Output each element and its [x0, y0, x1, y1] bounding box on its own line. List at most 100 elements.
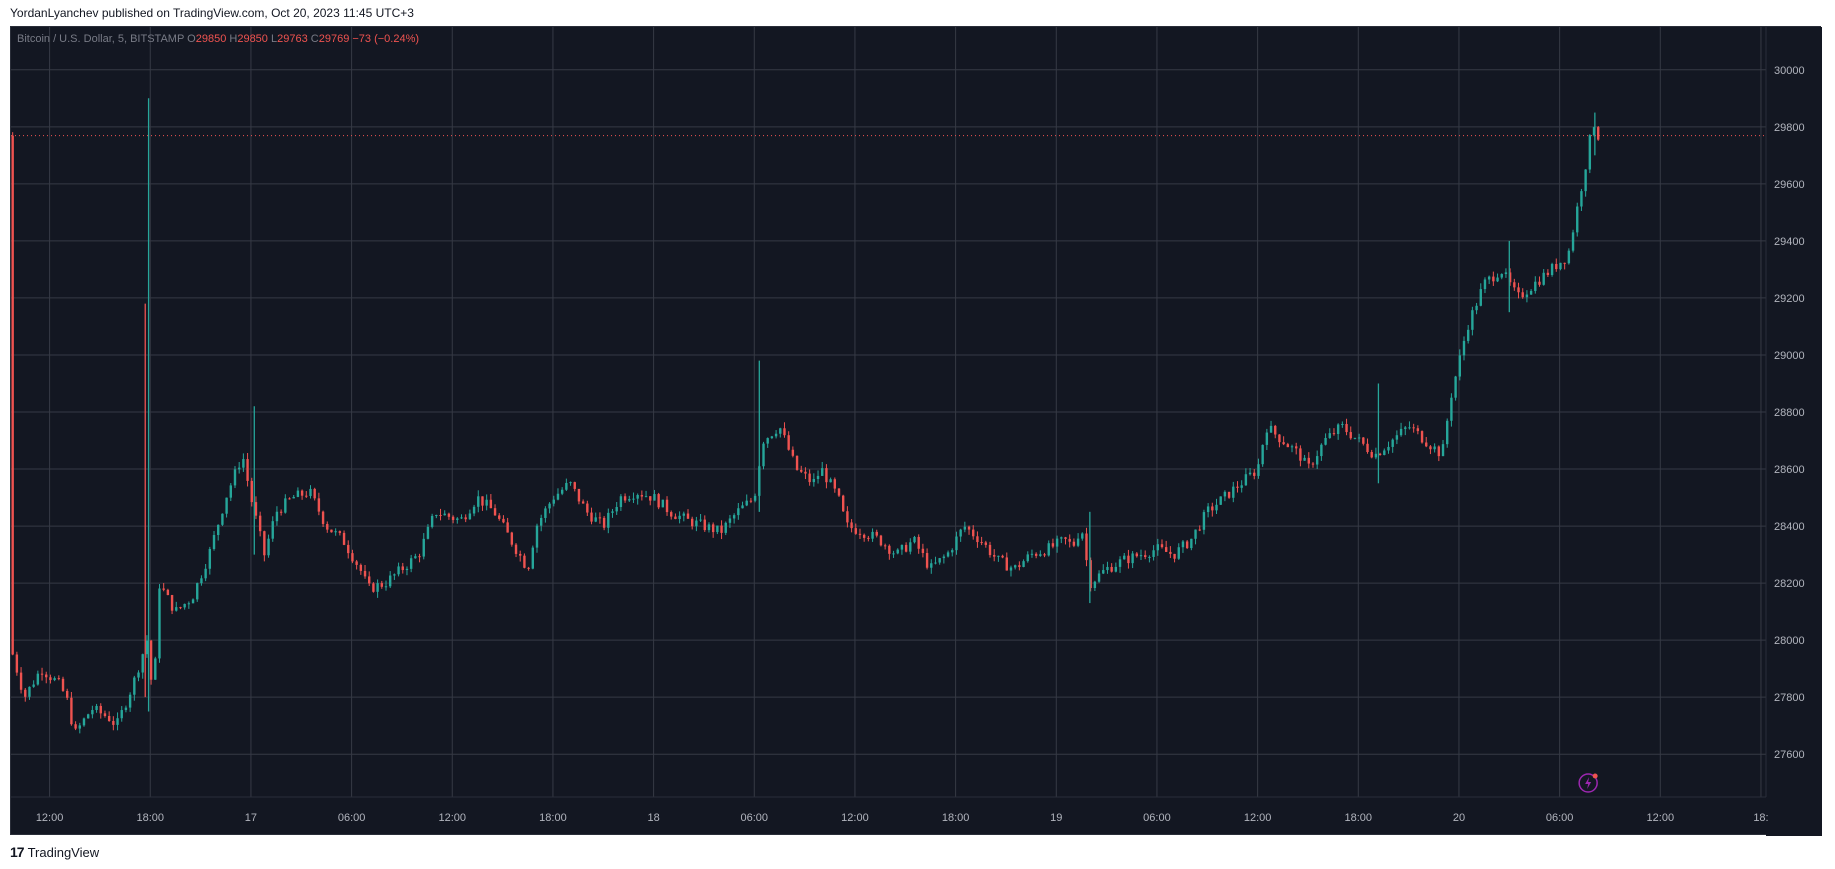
- candle-body: [711, 524, 715, 533]
- candle-body: [787, 435, 790, 450]
- candle-body: [1194, 529, 1197, 539]
- candle-body: [296, 490, 300, 497]
- candle-body: [191, 599, 195, 604]
- candle-body: [112, 721, 115, 725]
- candle-body: [1387, 446, 1390, 451]
- candle-body: [170, 595, 174, 611]
- candle-body: [154, 658, 157, 680]
- candle-body: [393, 574, 396, 576]
- candle-body: [1236, 486, 1239, 488]
- candle-body: [1206, 506, 1210, 513]
- candle-body: [175, 607, 178, 611]
- candle-body: [1483, 279, 1487, 290]
- candle-body: [493, 508, 497, 516]
- candle-body: [24, 689, 27, 697]
- candle-body: [1055, 538, 1059, 547]
- candle-body: [649, 496, 652, 501]
- candle-body: [1043, 554, 1046, 556]
- legend-part: C: [311, 33, 319, 45]
- legend: Bitcoin / U.S. Dollar, 5, BITSTAMP O2985…: [17, 33, 419, 45]
- candle-body: [1592, 127, 1596, 136]
- candle-body: [716, 525, 719, 533]
- candle-body: [418, 556, 421, 558]
- candle-body: [1412, 427, 1415, 429]
- tradingview-brand: TradingView: [27, 844, 100, 860]
- candle-body: [229, 485, 232, 498]
- x-tick-label: 20: [1453, 812, 1465, 824]
- candle-body: [95, 705, 98, 711]
- candle-body: [342, 532, 346, 545]
- candle-body: [602, 517, 606, 528]
- candle-body: [1227, 491, 1231, 498]
- candle-body: [217, 524, 220, 536]
- candle-body: [1110, 566, 1113, 572]
- candle-body: [279, 511, 283, 513]
- candle-body: [422, 538, 425, 557]
- lightning-icon: [1578, 773, 1598, 793]
- candle-body: [1454, 376, 1457, 398]
- candle-body: [976, 536, 979, 543]
- published-caption: YordanLyanchev published on TradingView.…: [10, 6, 414, 20]
- y-tick-label: 30000: [1774, 65, 1805, 77]
- candles: [11, 98, 1600, 734]
- axes: 27600 27800 28000 28200 28400 28600 28800 29000…: [11, 27, 1822, 836]
- candle-body: [1521, 292, 1524, 298]
- candle-body: [384, 586, 388, 588]
- y-tick-label: 29600: [1774, 179, 1805, 191]
- candle-body: [351, 553, 354, 562]
- candle-body: [66, 690, 69, 698]
- candle-body: [1479, 289, 1482, 306]
- candle-body: [825, 468, 828, 483]
- candle-body: [586, 503, 589, 513]
- candle-body: [338, 531, 342, 533]
- lightning-bolt-icon: [1585, 777, 1592, 789]
- candle-body: [644, 496, 648, 498]
- tradingview-logo-icon: 17: [10, 844, 25, 860]
- candle-body: [275, 511, 279, 522]
- chart-panel[interactable]: 2976904:07USDBitcoin / U.S. Dollar, 5, B…: [10, 26, 1822, 836]
- candlestick-chart[interactable]: 2976904:07USDBitcoin / U.S. Dollar, 5, B…: [11, 27, 1822, 836]
- candle-body: [1085, 533, 1088, 561]
- candle-body: [841, 495, 845, 512]
- x-tick-label: 18:00: [136, 812, 164, 824]
- candle-body: [1559, 262, 1562, 270]
- candle-body: [1370, 452, 1373, 458]
- candle-body: [1152, 550, 1155, 557]
- candle-body: [380, 583, 383, 587]
- candle-body: [179, 607, 182, 609]
- candle-body: [1068, 538, 1071, 542]
- candle-body: [1064, 537, 1067, 539]
- candle-body: [212, 535, 216, 550]
- candle-body: [141, 654, 144, 673]
- candle-body: [1173, 553, 1176, 559]
- x-tick-label: 12:00: [1244, 812, 1272, 824]
- candle-body: [808, 473, 811, 483]
- candle-body: [900, 544, 904, 550]
- candle-body: [703, 519, 706, 531]
- candle-body: [938, 558, 941, 563]
- candle-body: [548, 503, 551, 509]
- candle-body: [271, 521, 274, 539]
- candle-body: [82, 718, 86, 726]
- candle-body: [661, 499, 665, 508]
- candle-body: [1022, 561, 1025, 567]
- candle-body: [451, 516, 455, 520]
- candle-body: [1320, 444, 1323, 457]
- candle-body: [1127, 555, 1130, 564]
- candle-body: [1160, 544, 1164, 548]
- x-tick-label: 18:00: [1345, 812, 1373, 824]
- candle-body: [57, 678, 61, 680]
- candle-body: [930, 563, 933, 568]
- candle-body: [1261, 444, 1264, 465]
- candle-body: [1282, 442, 1285, 445]
- candle-body: [334, 531, 337, 533]
- y-tick-label: 29800: [1774, 122, 1805, 134]
- candle-body: [569, 482, 572, 484]
- candle-body: [405, 568, 409, 571]
- y-tick-label: 29400: [1774, 236, 1805, 248]
- candle-body: [326, 523, 329, 530]
- y-tick-label: 28800: [1774, 407, 1805, 419]
- candle-body: [414, 556, 417, 559]
- candle-body: [1076, 538, 1080, 546]
- candle-body: [1307, 457, 1310, 464]
